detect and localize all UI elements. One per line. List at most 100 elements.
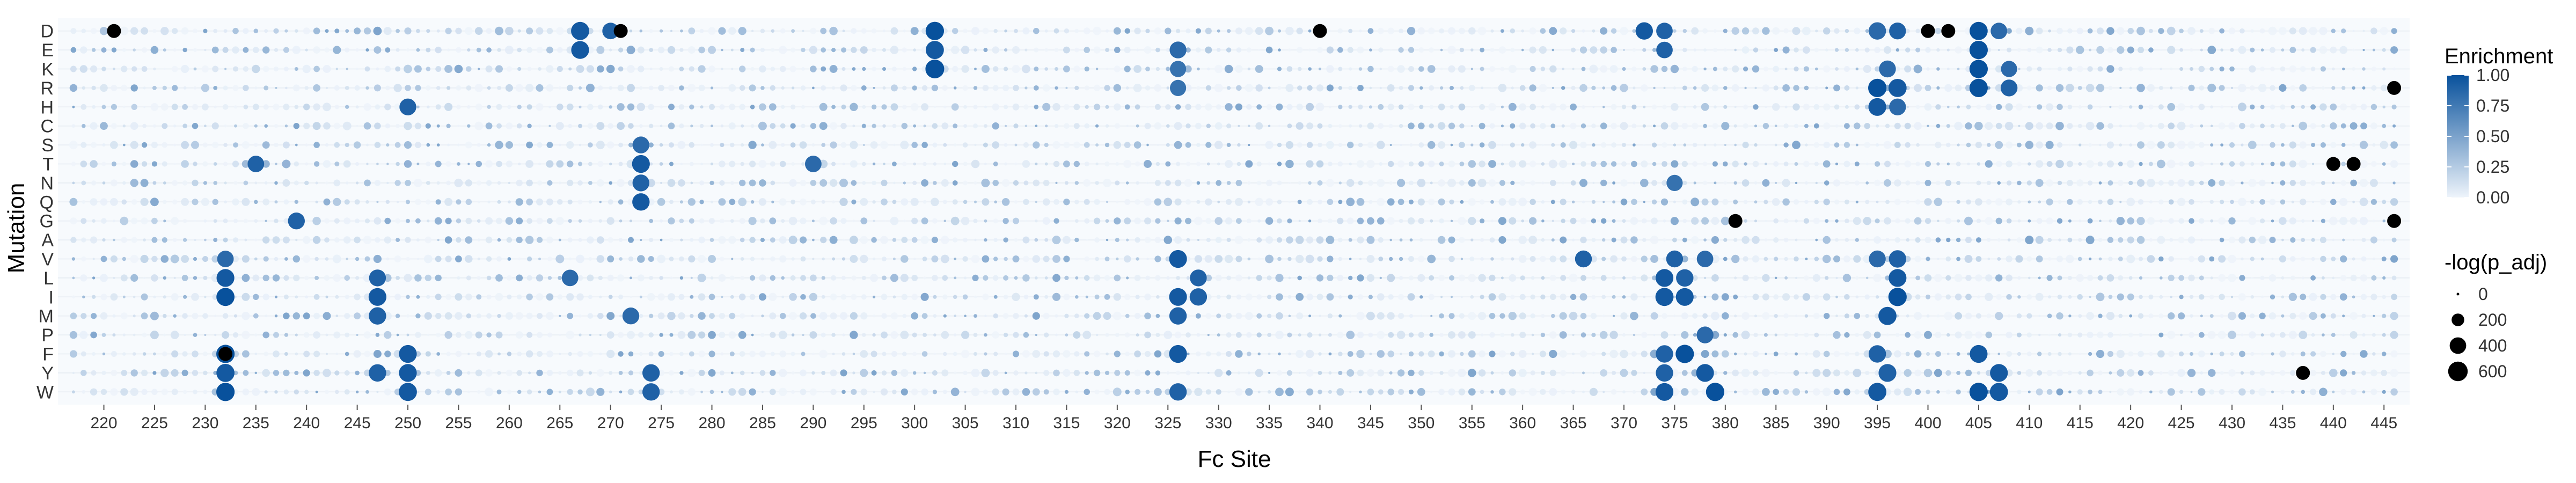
x-tick-410: 410 xyxy=(2016,414,2043,432)
bg-dot xyxy=(2109,106,2112,108)
bg-dot xyxy=(1408,369,1415,377)
bg-dot xyxy=(1945,389,1951,394)
bg-dot xyxy=(862,144,865,147)
bg-dot xyxy=(1814,294,1819,299)
bg-dot xyxy=(1346,179,1355,187)
bg-dot xyxy=(751,30,754,32)
bg-dot xyxy=(2057,47,2062,53)
bg-dot xyxy=(1306,160,1314,168)
bg-dot xyxy=(689,351,694,357)
bg-dot xyxy=(394,180,401,186)
bg-dot xyxy=(1490,48,1495,53)
bg-dot xyxy=(223,29,228,33)
bg-dot xyxy=(759,65,766,73)
bg-dot xyxy=(1560,142,1566,148)
bg-dot xyxy=(2106,160,2114,168)
bg-dot xyxy=(252,387,260,396)
bg-dot xyxy=(2177,369,2186,377)
bg-dot xyxy=(394,142,401,148)
bg-dot xyxy=(2229,66,2235,72)
bg-dot xyxy=(892,238,897,242)
bg-dot xyxy=(495,65,503,73)
bg-dot xyxy=(941,122,949,130)
bg-dot xyxy=(1257,352,1261,356)
bg-dot xyxy=(1804,181,1808,185)
bg-dot xyxy=(1965,237,1972,244)
bg-dot xyxy=(1723,181,1727,185)
bg-dot xyxy=(1834,142,1840,148)
bg-dot xyxy=(2079,143,2082,147)
bg-dot xyxy=(983,142,988,148)
bg-dot xyxy=(942,390,947,394)
bg-dot xyxy=(2321,86,2325,90)
bg-dot xyxy=(2371,85,2377,91)
bg-dot xyxy=(780,123,786,129)
bg-dot xyxy=(1318,142,1322,148)
bg-dot xyxy=(213,28,218,33)
bg-dot xyxy=(2319,27,2328,35)
bg-dot xyxy=(770,332,776,338)
bg-dot xyxy=(1437,236,1446,244)
bg-dot xyxy=(516,179,523,187)
bg-dot xyxy=(627,331,635,339)
bg-dot xyxy=(1033,141,1040,149)
bg-dot xyxy=(1459,313,1465,319)
bg-dot xyxy=(191,292,199,301)
bg-dot xyxy=(789,312,797,320)
bg-dot xyxy=(325,29,329,33)
bg-dot xyxy=(1458,103,1466,111)
bg-dot xyxy=(932,123,938,129)
bg-dot xyxy=(1347,351,1353,357)
bg-dot xyxy=(2067,66,2073,72)
bg-dot xyxy=(758,293,766,301)
bg-dot xyxy=(2320,142,2326,148)
bg-dot xyxy=(1957,219,1960,223)
bg-dot xyxy=(455,332,462,338)
bg-dot xyxy=(1214,122,1223,130)
bg-dot xyxy=(741,143,744,147)
bg-dot xyxy=(1032,350,1041,358)
y-tick-I: I xyxy=(49,287,54,308)
bg-dot xyxy=(2119,201,2122,203)
bg-dot xyxy=(1053,389,1060,396)
bg-dot xyxy=(2281,314,2285,318)
bg-dot xyxy=(2028,390,2031,393)
bg-dot xyxy=(1714,105,1717,109)
bg-dot xyxy=(577,389,583,395)
bg-dot xyxy=(1956,257,1961,261)
bg-dot xyxy=(1206,162,1210,166)
bg-dot xyxy=(1915,199,1921,205)
bg-dot xyxy=(679,389,684,395)
bg-dot xyxy=(477,143,481,147)
bg-dot xyxy=(233,142,238,148)
bg-dot xyxy=(546,350,553,357)
bg-dot xyxy=(151,237,158,243)
point-T-442 xyxy=(2346,157,2361,171)
bg-dot xyxy=(810,199,816,204)
bg-dot xyxy=(2076,65,2083,72)
bg-dot xyxy=(1794,162,1798,166)
bg-dot xyxy=(1215,237,1222,243)
bg-dot xyxy=(1053,218,1059,224)
bg-dot xyxy=(1498,46,1506,54)
bg-dot xyxy=(687,84,696,92)
bg-dot xyxy=(1439,333,1444,338)
bg-dot xyxy=(769,389,776,396)
bg-dot xyxy=(223,162,228,166)
bg-dot xyxy=(1579,350,1587,358)
bg-dot xyxy=(496,389,502,394)
bg-dot xyxy=(1560,27,1567,35)
bg-dot xyxy=(983,389,988,394)
bg-dot xyxy=(2017,352,2021,356)
bg-dot xyxy=(1682,199,1688,205)
bg-dot xyxy=(102,238,106,242)
bg-dot xyxy=(152,181,157,185)
bg-dot xyxy=(1004,371,1007,375)
bg-dot xyxy=(1245,84,1253,92)
bg-dot xyxy=(1559,331,1567,339)
bg-dot xyxy=(1966,142,1971,148)
bg-dot xyxy=(2310,389,2317,396)
bg-dot xyxy=(456,104,461,109)
bg-dot xyxy=(1549,103,1557,111)
bg-dot xyxy=(203,28,208,33)
